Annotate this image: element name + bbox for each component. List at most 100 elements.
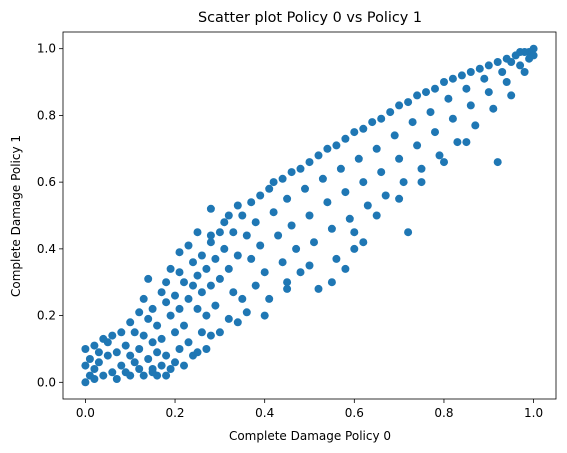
scatter-point bbox=[175, 268, 184, 277]
scatter-point bbox=[202, 264, 211, 273]
scatter-point bbox=[247, 198, 256, 207]
scatter-point bbox=[153, 348, 162, 357]
scatter-point bbox=[390, 131, 399, 140]
scatter-point bbox=[197, 251, 206, 260]
scatter-point bbox=[233, 318, 242, 327]
y-tick-label: 0.8 bbox=[37, 108, 56, 122]
scatter-point bbox=[126, 371, 135, 380]
scatter-point bbox=[193, 304, 202, 313]
scatter-point bbox=[305, 211, 314, 220]
scatter-point bbox=[502, 78, 511, 86]
scatter-point bbox=[448, 74, 457, 83]
scatter-point bbox=[305, 158, 314, 167]
scatter-point bbox=[180, 278, 188, 287]
scatter-point bbox=[354, 154, 363, 163]
plot-frame bbox=[62, 31, 557, 400]
scatter-point bbox=[323, 144, 332, 153]
scatter-point bbox=[368, 118, 377, 127]
scatter-point bbox=[135, 365, 144, 373]
scatter-point bbox=[148, 304, 157, 313]
scatter-point bbox=[350, 244, 359, 253]
scatter-point bbox=[81, 378, 90, 387]
scatter-point bbox=[359, 238, 368, 247]
scatter-point bbox=[484, 88, 493, 97]
scatter-point bbox=[265, 294, 274, 303]
scatter-point bbox=[175, 248, 184, 257]
scatter-point bbox=[350, 228, 359, 237]
scatter-point bbox=[162, 278, 171, 287]
scatter-point bbox=[242, 231, 251, 240]
scatter-point bbox=[363, 201, 372, 210]
scatter-point bbox=[377, 114, 386, 123]
y-tick-label: 0.0 bbox=[37, 375, 56, 389]
scatter-point bbox=[180, 321, 188, 330]
scatter-point bbox=[162, 371, 171, 380]
scatter-point bbox=[520, 68, 529, 76]
scatter-point bbox=[130, 358, 139, 367]
scatter-point bbox=[206, 331, 215, 340]
scatter-point bbox=[265, 184, 274, 193]
scatter-point bbox=[466, 101, 475, 110]
points-layer bbox=[81, 44, 538, 387]
scatter-point bbox=[233, 251, 242, 260]
scatter-point bbox=[431, 128, 439, 137]
scatter-point bbox=[516, 61, 525, 70]
scatter-point bbox=[166, 264, 175, 273]
scatter-point bbox=[157, 361, 166, 370]
scatter-point bbox=[318, 174, 327, 183]
scatter-point bbox=[453, 138, 462, 147]
scatter-point bbox=[395, 101, 404, 110]
scatter-point bbox=[206, 281, 215, 290]
scatter-point bbox=[422, 88, 430, 97]
scatter-point bbox=[341, 264, 350, 273]
scatter-point bbox=[215, 274, 224, 283]
scatter-point bbox=[256, 241, 265, 250]
scatter-point bbox=[269, 208, 278, 217]
scatter-point bbox=[211, 254, 220, 263]
scatter-point bbox=[377, 168, 386, 177]
scatter-point bbox=[193, 348, 202, 357]
scatter-point bbox=[215, 328, 224, 337]
scatter-point bbox=[413, 141, 422, 150]
scatter-point bbox=[184, 241, 193, 250]
scatter-point bbox=[251, 281, 260, 290]
scatter-point bbox=[336, 164, 345, 173]
scatter-point bbox=[301, 184, 309, 193]
scatter-point bbox=[417, 178, 426, 187]
scatter-point bbox=[90, 365, 99, 373]
scatter-point bbox=[327, 278, 336, 287]
x-tick-label: 0.2 bbox=[165, 406, 184, 420]
scatter-point bbox=[462, 84, 471, 93]
scatter-point bbox=[372, 144, 381, 153]
scatter-point bbox=[507, 91, 516, 100]
scatter-point bbox=[332, 141, 341, 150]
scatter-point bbox=[144, 314, 153, 323]
scatter-point bbox=[238, 211, 247, 220]
scatter-point bbox=[171, 328, 179, 337]
scatter-point bbox=[493, 58, 502, 66]
scatter-point bbox=[242, 308, 251, 317]
scatter-point bbox=[229, 228, 238, 237]
scatter-point bbox=[189, 281, 197, 290]
scatter-point bbox=[440, 78, 448, 86]
scatter-point bbox=[381, 191, 390, 200]
scatter-point bbox=[408, 118, 417, 127]
scatter-point bbox=[448, 114, 457, 123]
scatter-point bbox=[99, 371, 108, 380]
scatter-point bbox=[426, 108, 435, 117]
scatter-point bbox=[162, 298, 171, 307]
x-axis-label: Complete Damage Policy 0 bbox=[229, 429, 391, 443]
scatter-point bbox=[247, 254, 256, 263]
chart-title: Scatter plot Policy 0 vs Policy 1 bbox=[198, 10, 422, 26]
scatter-point bbox=[206, 231, 215, 240]
scatter-point bbox=[85, 355, 94, 363]
scatter-point bbox=[112, 375, 121, 383]
scatter-point bbox=[529, 51, 538, 60]
scatter-point bbox=[108, 331, 117, 340]
scatter-point bbox=[269, 178, 278, 187]
scatter-point bbox=[493, 158, 502, 167]
scatter-point bbox=[484, 61, 493, 70]
scatter-point bbox=[224, 211, 233, 220]
scatter-point bbox=[153, 321, 162, 330]
scatter-point bbox=[341, 188, 350, 197]
